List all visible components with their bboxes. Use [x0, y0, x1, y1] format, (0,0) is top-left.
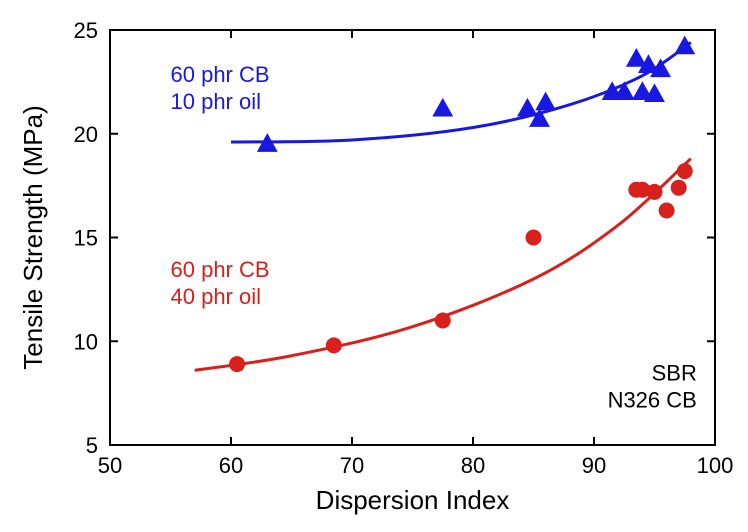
y-tick-label: 25: [74, 18, 98, 43]
data-point: [671, 180, 687, 196]
annotation-text: SBR: [652, 361, 697, 386]
x-tick-label: 70: [340, 453, 364, 478]
data-point: [647, 184, 663, 200]
series-label: 60 phr CB: [171, 257, 270, 282]
y-tick-label: 10: [74, 329, 98, 354]
data-point: [326, 337, 342, 353]
data-point: [229, 356, 245, 372]
y-tick-label: 5: [86, 433, 98, 458]
x-tick-label: 90: [582, 453, 606, 478]
x-tick-label: 60: [219, 453, 243, 478]
series-label: 10 phr oil: [171, 89, 262, 114]
y-axis-label: Tensile Strength (MPa): [18, 105, 48, 369]
annotation-text: N326 CB: [608, 388, 697, 413]
data-point: [677, 163, 693, 179]
x-axis-label: Dispersion Index: [316, 485, 510, 515]
x-tick-label: 50: [98, 453, 122, 478]
series-label: 40 phr oil: [171, 284, 262, 309]
data-point: [526, 230, 542, 246]
y-tick-label: 15: [74, 226, 98, 251]
series-label: 60 phr CB: [171, 62, 270, 87]
x-tick-label: 80: [461, 453, 485, 478]
chart-container: 50 60 70 80 90 100 5 10 15 20 25 Dispersion Index Te…: [0, 0, 748, 532]
x-tick-label: 100: [697, 453, 734, 478]
y-tick-label: 20: [74, 122, 98, 147]
data-point: [659, 203, 675, 219]
scatter-chart: 50 60 70 80 90 100 5 10 15 20 25 Dispersion Index Te…: [0, 0, 748, 532]
data-point: [435, 313, 451, 329]
